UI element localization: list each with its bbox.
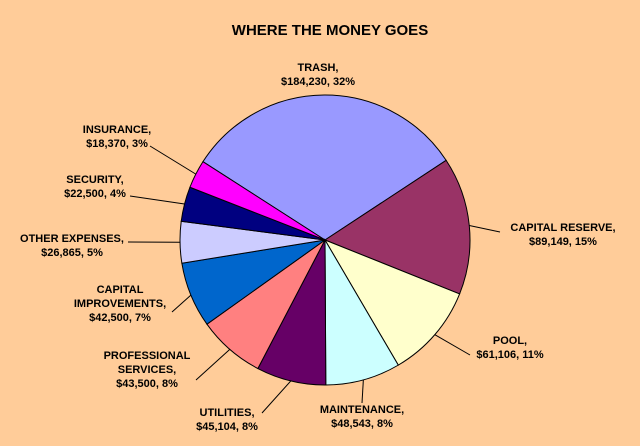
leader-line <box>469 225 501 233</box>
value-label: $18,370, 3% <box>86 138 148 150</box>
slice-label: CAPITAL RESERVE, <box>510 222 615 234</box>
value-label: $42,500, 7% <box>89 312 151 324</box>
value-label: $61,106, 11% <box>476 349 544 361</box>
leader-line <box>171 294 192 313</box>
pie-slice <box>323 238 461 366</box>
slice-label: UTILITIES, <box>200 407 255 419</box>
chart-title: WHERE THE MONEY GOES <box>232 22 428 39</box>
slice-label: MAINTENANCE, <box>320 404 404 416</box>
leader-line <box>261 380 292 414</box>
value-label: $184,230, 32% <box>281 76 355 88</box>
value-label: $26,865, 5% <box>41 247 103 259</box>
value-label: $45,104, 8% <box>196 421 258 433</box>
leader-line <box>361 379 364 404</box>
value-label: $89,149, 15% <box>529 236 597 248</box>
leader-line <box>129 195 185 205</box>
slice-label: OTHER EXPENSES, <box>20 233 124 245</box>
slice-label: PROFESSIONAL SERVICES, <box>104 350 191 376</box>
slice-label: CAPITAL IMPROVEMENTS, <box>74 284 166 310</box>
slice-label: INSURANCE, <box>83 124 151 136</box>
leader-line <box>149 145 197 175</box>
slice-label: TRASH, <box>298 62 339 74</box>
value-label: $48,543, 8% <box>331 418 393 430</box>
slice-label: POOL, <box>493 335 527 347</box>
value-label: $22,500, 4% <box>64 188 126 200</box>
pie-slice <box>189 160 326 241</box>
slice-label: SECURITY, <box>66 174 123 186</box>
leader-line <box>434 334 471 356</box>
leader-line <box>195 348 231 381</box>
value-label: $43,500, 8% <box>116 378 178 390</box>
pie-slice <box>202 94 447 241</box>
